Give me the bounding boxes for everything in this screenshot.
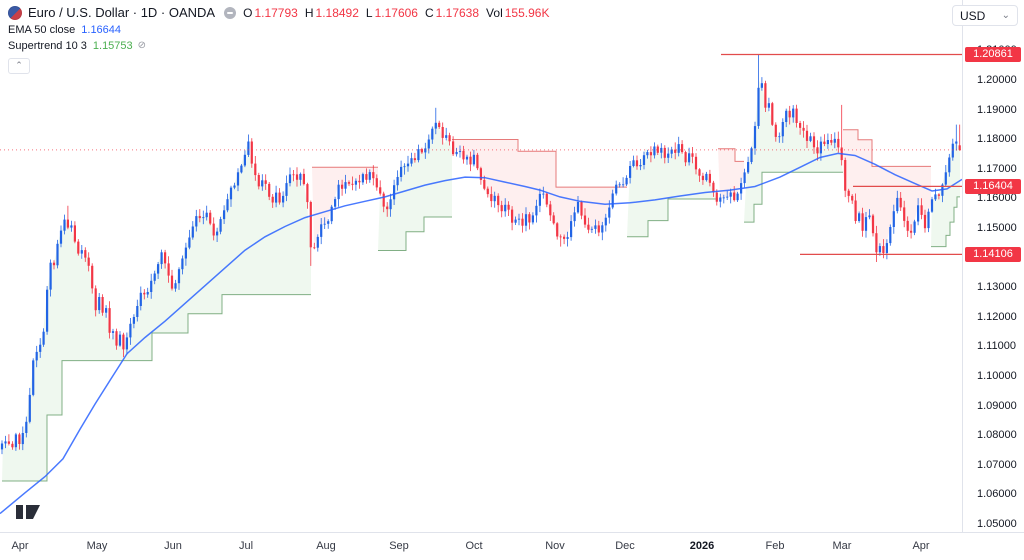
low-label: L xyxy=(365,5,373,20)
price-tick-label: 1.10000 xyxy=(977,369,1017,382)
price-tick-label: 1.16000 xyxy=(977,192,1017,205)
horizontal-ray-lines[interactable] xyxy=(721,53,962,255)
hidden-values-icon: ⊘ xyxy=(137,40,147,51)
indicator-row-ema[interactable]: EMA 50 close 1.16644 xyxy=(8,22,556,37)
time-tick-label: Mar xyxy=(832,540,852,552)
close-label: C xyxy=(424,5,434,20)
price-tick-label: 1.09000 xyxy=(977,399,1017,412)
price-tick-label: 1.05000 xyxy=(977,517,1017,530)
price-tick-label: 1.17000 xyxy=(977,162,1017,175)
chart-legend: Euro / U.S. Dollar · 1D · OANDA O 1.1779… xyxy=(8,4,556,74)
market-closed-icon[interactable] xyxy=(224,6,237,19)
symbol-title[interactable]: Euro / U.S. Dollar · 1D · OANDA xyxy=(28,5,216,20)
chart-canvas[interactable] xyxy=(0,0,962,532)
open-value: 1.17793 xyxy=(254,5,298,20)
symbol-row[interactable]: Euro / U.S. Dollar · 1D · OANDA O 1.1779… xyxy=(8,4,556,21)
time-tick-label: 2026 xyxy=(689,540,715,552)
time-tick-label: Jun xyxy=(164,540,182,552)
indicator-row-supertrend[interactable]: Supertrend 10 3 1.15753 ⊘ xyxy=(8,38,556,53)
ray-price-label: 1.16404 xyxy=(965,178,1021,194)
candlestick-series xyxy=(0,54,961,455)
ema-value: 1.16644 xyxy=(81,23,122,36)
time-tick-label: Sep xyxy=(389,540,409,552)
volume-label: Vol xyxy=(486,5,503,20)
ray-price-label: 1.20861 xyxy=(965,47,1021,62)
tradingview-logo[interactable] xyxy=(16,504,42,520)
price-tick-label: 1.19000 xyxy=(977,103,1017,116)
time-tick-label: Dec xyxy=(615,540,635,552)
time-tick-label: Aug xyxy=(316,540,336,552)
price-tick-label: 1.20000 xyxy=(977,73,1017,86)
low-value: 1.17606 xyxy=(374,5,418,20)
ray-price-label: 1.14106 xyxy=(965,246,1021,262)
time-tick-label: May xyxy=(86,540,108,552)
price-tick-label: 1.15000 xyxy=(977,221,1017,234)
ohlc-values: O 1.17793 H 1.18492 L 1.17606 C 1.17638 … xyxy=(243,6,556,20)
price-tick-label: 1.13000 xyxy=(977,281,1017,294)
collapse-legend-button[interactable]: ⌃ xyxy=(8,58,30,74)
eurusd-pair-icon xyxy=(8,5,22,20)
price-tick-label: 1.11000 xyxy=(977,340,1016,353)
high-label: H xyxy=(304,5,314,20)
currency-label: USD xyxy=(960,8,986,23)
time-tick-label: Apr xyxy=(912,540,930,552)
time-tick-label: Nov xyxy=(545,540,565,552)
price-tick-label: 1.18000 xyxy=(977,133,1017,146)
price-tick-label: 1.07000 xyxy=(977,458,1017,471)
supertrend-title[interactable]: Supertrend 10 3 xyxy=(8,39,87,52)
chevron-down-icon: ⌄ xyxy=(1001,10,1010,21)
high-value: 1.18492 xyxy=(315,5,359,20)
close-value: 1.17638 xyxy=(435,5,480,20)
price-tick-label: 1.06000 xyxy=(977,488,1017,501)
ema-line xyxy=(0,152,962,515)
open-label: O xyxy=(243,5,253,20)
currency-dropdown-button[interactable]: USD ⌄ xyxy=(952,5,1018,26)
time-tick-label: Jul xyxy=(238,540,254,552)
supertrend-line xyxy=(2,129,960,482)
time-tick-label: Feb xyxy=(765,540,785,552)
price-tick-label: 1.12000 xyxy=(977,310,1017,323)
ema-title[interactable]: EMA 50 close xyxy=(8,23,76,36)
time-tick-label: Oct xyxy=(465,540,483,552)
supertrend-value: 1.15753 xyxy=(92,39,133,52)
supertrend-fill xyxy=(2,80,960,482)
time-axis[interactable]: Apr May Jun Jul Aug Sep Oct Nov Dec 2026 Feb Mar Apr xyxy=(0,532,1024,560)
time-tick-label: Apr xyxy=(11,540,29,552)
volume-value: 155.96K xyxy=(504,5,550,20)
price-tick-label: 1.08000 xyxy=(977,429,1017,442)
price-axis[interactable]: 1.220001.210001.200001.190001.180001.170… xyxy=(962,0,1024,532)
